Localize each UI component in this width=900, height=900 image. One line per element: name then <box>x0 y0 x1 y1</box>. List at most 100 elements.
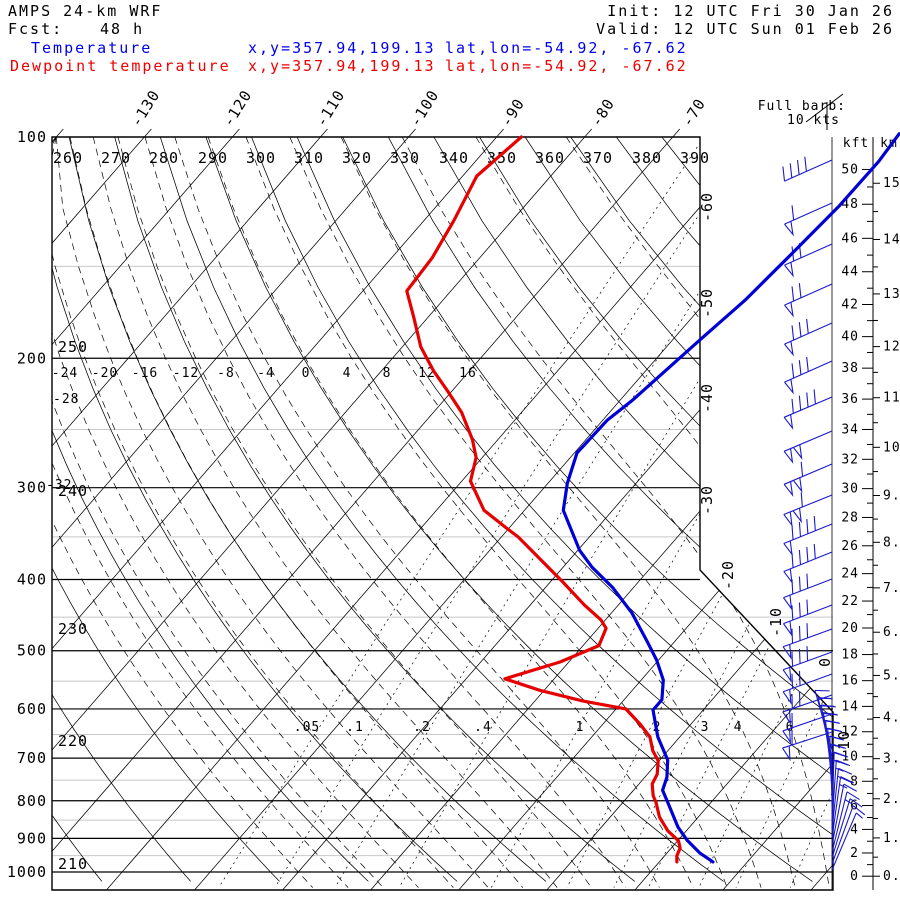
isotherm-label-right: -60 <box>698 192 716 222</box>
theta-label-left: 230 <box>58 620 88 638</box>
km-tick-label: 12. <box>883 340 900 355</box>
moist-adiabat-label-left: -28 <box>53 392 79 407</box>
wind-barb <box>784 356 833 395</box>
kft-tick-label: 20 <box>841 621 859 636</box>
isotherm-label-right: -50 <box>698 288 716 318</box>
isotherm-label-top: -80 <box>587 95 618 130</box>
isotherm-label-top: -130 <box>127 87 164 131</box>
wind-barb <box>783 430 833 464</box>
mixing-ratio-label: .2 <box>413 720 431 735</box>
km-tick-label: 5. <box>883 668 900 683</box>
pressure-gridlines-major <box>52 357 833 873</box>
dewpoint-curve <box>405 135 682 864</box>
theta-label-left: 220 <box>58 732 88 750</box>
altitude-axis: kft km 0 2 46 8 10 12 14 16 18 20 22 24 26 28 30 32 34 36 38… <box>841 136 900 890</box>
theta-label-top: 320 <box>342 149 372 167</box>
km-tick-label: 2. <box>883 792 900 807</box>
kft-tick-label: 36 <box>841 392 859 407</box>
theta-label-top: 300 <box>246 149 276 167</box>
km-tick-label: 15. <box>883 176 900 191</box>
theta-label-top: 290 <box>198 149 228 167</box>
theta-label-left: 240 <box>58 482 88 500</box>
pressure-label: 800 <box>17 792 47 810</box>
moist-adiabat-label: 4 <box>343 366 352 381</box>
km-tick-label: 11. <box>883 391 900 406</box>
wind-barb <box>782 730 833 762</box>
legend-dewpoint-label: Dewpoint temperature <box>10 57 231 75</box>
isotherm-label-top: -110 <box>312 87 349 131</box>
isotherm-label-right: -20 <box>719 560 737 590</box>
kft-tick-label: 2 <box>850 846 859 861</box>
pressure-label: 500 <box>17 642 47 660</box>
kft-tick-label: 46 <box>841 231 859 246</box>
kft-tick-label: 26 <box>841 539 859 554</box>
moist-adiabat-label: 16 <box>459 366 477 381</box>
mixing-ratio-label: .05 <box>294 720 320 735</box>
theta-label-top: 340 <box>439 149 469 167</box>
km-tick-label: 4. <box>883 711 900 726</box>
pressure-label: 200 <box>17 349 47 367</box>
kft-tick-label: 16 <box>841 674 859 689</box>
wind-barb <box>784 202 833 237</box>
km-tick-label: 7. <box>883 581 900 596</box>
wind-barb <box>782 646 833 683</box>
pressure-label: 900 <box>17 829 47 847</box>
kft-tick-label: 50 <box>841 162 859 177</box>
theta-label-top: 360 <box>535 149 565 167</box>
km-tick-label: 14. <box>883 232 900 247</box>
wind-barb <box>783 599 833 637</box>
wind-barb <box>782 623 833 660</box>
temperature-curve <box>561 132 900 864</box>
wind-barb <box>784 318 833 357</box>
barb-legend-line1: Full barb: <box>758 99 846 114</box>
wind-barb <box>783 544 833 585</box>
valid-time: Valid: 12 UTC Sun 01 Feb 26 <box>596 20 894 38</box>
wind-barb <box>782 691 833 726</box>
moist-adiabat-label: -24 <box>52 366 78 381</box>
legend-temperature-latlon: lat,lon=-54.92, -67.62 <box>445 39 688 57</box>
km-tick-label: 1. <box>883 831 900 846</box>
moist-adiabat-label: 12 <box>418 366 436 381</box>
kft-tick-label: 8 <box>850 774 859 789</box>
theta-label-left: 210 <box>58 855 88 873</box>
kft-tick-label: 10 <box>841 750 859 765</box>
isotherm-top-ticks <box>55 128 681 138</box>
km-tick-label: 6. <box>883 625 900 640</box>
moist-adiabat-label: -20 <box>92 366 118 381</box>
kft-tick-label: 42 <box>841 297 859 312</box>
init-time: Init: 12 UTC Fri 30 Jan 26 <box>607 2 894 20</box>
pressure-label: 300 <box>17 479 47 497</box>
kft-tick-label: 12 <box>841 725 859 740</box>
mixing-ratio-label: 3 <box>701 720 710 735</box>
legend-temperature-label: Temperature <box>31 39 153 57</box>
isotherm-label-right: -40 <box>698 383 716 413</box>
isotherm-label-top: -70 <box>678 95 709 130</box>
mixing-ratio-label: 6 <box>786 720 795 735</box>
kft-tick-label: 44 <box>841 265 859 280</box>
pressure-label: 700 <box>17 749 47 767</box>
moist-adiabat-label: -12 <box>173 366 199 381</box>
plot-frame <box>51 136 834 891</box>
pressure-label: 1000 <box>7 863 47 881</box>
kft-tick-label: 28 <box>841 510 859 525</box>
wind-barb <box>831 759 851 823</box>
moist-adiabat-label: -4 <box>257 366 275 381</box>
isotherm-label-right: -30 <box>698 485 716 515</box>
isotherm-label-top: -120 <box>219 87 256 131</box>
mixing-ratio-label: .1 <box>346 720 364 735</box>
legend-dewpoint-latlon: lat,lon=-54.92, -67.62 <box>445 57 688 75</box>
theta-label-top: 260 <box>53 149 83 167</box>
kft-tick-label: 24 <box>841 567 859 582</box>
wind-barb <box>783 573 833 611</box>
isotherm-label-right: -10 <box>767 607 785 637</box>
moist-adiabat-label: -16 <box>132 366 158 381</box>
wind-barb <box>831 767 853 831</box>
wind-barbs <box>782 137 866 890</box>
kft-tick-label: 0 <box>850 869 859 884</box>
kft-tick-label: 30 <box>841 482 859 497</box>
kft-tick-label: 22 <box>841 594 859 609</box>
wind-barb <box>782 670 833 705</box>
isotherm-label-right: 10 <box>835 730 853 750</box>
kft-tick-label: 14 <box>841 699 859 714</box>
